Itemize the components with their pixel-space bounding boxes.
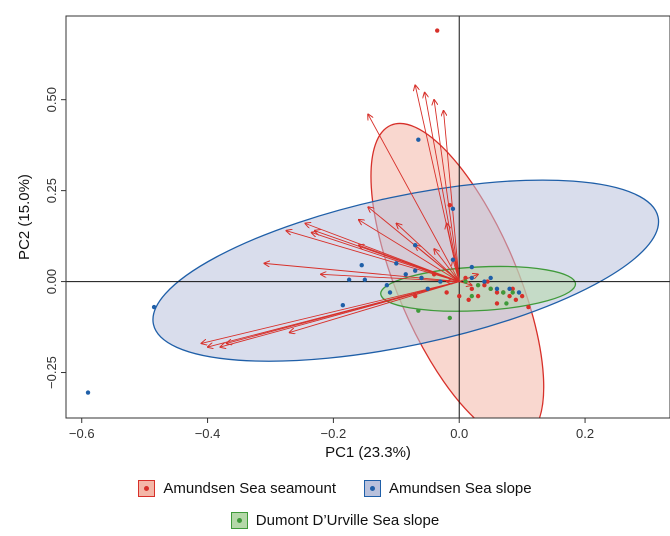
point-slope [416,137,421,142]
point-seamount [526,304,531,310]
point-slope [469,275,475,281]
legend-key-slope [364,480,381,497]
point-slope [419,275,424,281]
point-seamount [482,283,487,288]
legend-row-1: Amundsen Sea seamount Amundsen Sea slope [0,480,670,497]
point-slope [340,303,346,308]
point-slope [346,277,352,282]
legend-label-slope: Amundsen Sea slope [389,480,532,497]
loading-arrow [359,245,460,282]
loading-arrow [289,281,460,333]
point-slope [387,290,393,295]
point-seamount [444,290,449,295]
ellipse-slope [152,179,660,362]
point-slope [412,268,418,273]
loading-arrow [264,263,460,283]
point-dumont [504,301,509,306]
point-slope [384,283,390,288]
point-dumont [463,279,468,284]
legend-label-dumont: Dumont D’Urville Sea slope [255,512,440,529]
legend-item-dumont: Dumont D’Urville Sea slope [230,512,440,529]
point-seamount [494,301,500,306]
point-slope [85,390,91,395]
loading-arrow [359,220,460,282]
point-slope [403,272,408,277]
plot-frame [65,15,670,419]
point-slope [482,279,487,284]
loading-arrow [459,274,478,282]
pca-biplot: −0.6 −0.4 −0.2 0.0 0.2 −0.25 0.00 0.25 0.50 PC1… [16,15,670,461]
point-dumont [447,315,452,321]
y-tick-label: 0.25 [44,178,59,203]
loading-arrow [368,114,460,282]
point-slope [507,286,512,292]
y-axis-title: PC2 (15.0%) [16,174,33,260]
point-slope [438,279,443,284]
point-slope [394,261,399,266]
point-seamount [507,293,512,299]
point-seamount [485,279,490,284]
point-slope [494,286,500,292]
legend-item-seamount: Amundsen Sea seamount [138,480,336,497]
ellipse-dumont [380,265,577,312]
point-seamount [469,286,475,292]
point-slope [151,304,157,310]
x-tick-label: 0.0 [450,426,468,441]
point-slope [450,257,456,262]
y-tick-label: −0.25 [44,356,59,389]
point-slope [488,275,493,281]
loading-arrow [321,274,460,283]
loading-arrow [453,260,460,282]
loading-arrow [444,111,460,282]
point-seamount [435,28,440,33]
point-seamount [431,272,437,277]
point-seamount [513,297,519,302]
loading-arrow [447,223,460,282]
point-seamount [519,293,525,299]
point-slope [516,290,522,295]
point-dumont [416,308,421,313]
legend-label-seamount: Amundsen Sea seamount [163,480,336,497]
point-seamount [412,293,418,299]
x-tick-label: −0.4 [195,426,221,441]
x-tick-label: −0.6 [69,426,95,441]
legend-row-2: Dumont D’Urville Sea slope [0,512,670,529]
point-dumont [501,290,506,295]
point-dumont [510,290,515,295]
legend-item-slope: Amundsen Sea slope [364,480,532,497]
point-seamount [466,297,471,302]
point-seamount [457,293,462,299]
loading-arrow [201,281,460,344]
legend-key-seamount [138,480,156,497]
point-seamount [463,275,468,281]
point-seamount [447,202,452,208]
point-seamount [494,290,500,295]
x-tick-label: 0.2 [576,426,594,441]
x-tick-label: −0.2 [321,426,347,441]
y-tick-label: 0.00 [44,269,59,294]
point-slope [359,263,364,268]
loading-arrow [434,249,460,282]
y-tick-label: 0.50 [44,87,59,112]
loading-arrow [425,92,460,282]
point-seamount [510,286,515,292]
loading-arrow [434,100,460,282]
point-slope [469,264,475,270]
point-slope [362,277,368,282]
point-seamount [475,293,481,299]
loading-arrow [226,281,460,344]
loading-arrow [396,223,460,282]
legend-key-dumont [230,512,248,529]
loading-arrow [286,231,460,283]
point-slope [450,206,456,212]
loading-arrow [415,245,460,282]
point-dumont [475,283,481,288]
point-slope [425,286,430,292]
point-dumont [488,286,493,292]
point-dumont [469,293,475,299]
point-slope [412,242,418,248]
x-axis-title: PC1 (23.3%) [325,444,411,461]
